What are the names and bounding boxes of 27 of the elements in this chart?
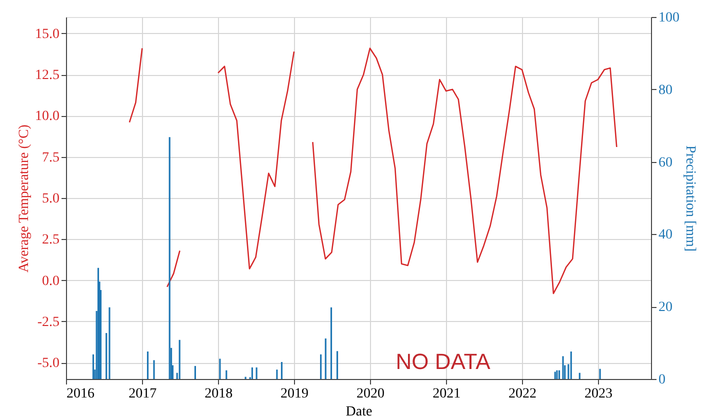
y2-tick-label: 40 [658,228,672,243]
y-tick-label: 7.5 [42,150,60,166]
x-tick-label: 2023 [584,386,612,402]
y-tick-label: 5.0 [42,192,60,206]
y-tick-label: 10.0 [35,109,60,124]
y-tick-label: -2.5 [37,314,60,330]
y-axis-title: Average Temperature (°C) [17,124,32,272]
x-tick-label: 2016 [66,386,94,402]
x-tick-label: 2021 [432,386,461,402]
y2-tick-label: 100 [658,10,680,26]
x-tick-label: 2020 [356,386,384,402]
y2-tick-label: 80 [658,82,672,98]
y-tick-label: 15.0 [35,26,60,42]
y2-tick-label: 0 [658,372,666,388]
y2-tick-label: 20 [658,300,672,316]
annotation: NO DATA [396,349,491,374]
x-tick-label: 2019 [280,386,309,402]
y2-axis-title: Precipitation [mm] [682,145,698,252]
x-tick-label: 2022 [508,386,537,402]
y-tick-label: 2.5 [42,232,60,248]
y-tick-label: 12.5 [35,68,60,84]
y2-tick-label: 60 [658,155,672,170]
x-tick-label: 2017 [128,386,157,402]
y-tick-label: 0.0 [42,274,60,289]
x-axis-title: Date [346,404,372,417]
x-tick-label: 2018 [204,386,233,402]
y-tick-label: -5.0 [37,356,60,372]
